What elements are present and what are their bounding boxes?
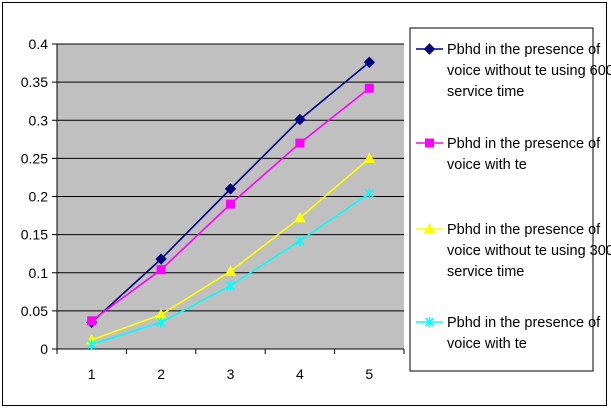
legend-key-marker-4 (424, 317, 435, 327)
y-tick-label: 0.4 (29, 36, 49, 52)
y-tick-label: 0.35 (21, 74, 48, 90)
x-tick-label: 2 (157, 366, 165, 382)
legend-key-marker-1 (423, 43, 436, 55)
legend-label-3: Pbhd in the presence of (447, 222, 601, 238)
series-4-point (87, 339, 97, 350)
legend-label-4: Pbhd in the presence of (447, 315, 601, 331)
y-tick-label: 0.15 (21, 227, 48, 243)
series-4-point (225, 280, 236, 291)
legend-label-1: voice without te using 600s (447, 63, 611, 79)
series-3-point (224, 265, 237, 276)
legend-key-marker-3 (423, 222, 436, 234)
series-3-point (294, 211, 306, 223)
series-2-point (87, 316, 97, 326)
x-tick-label: 1 (88, 366, 96, 382)
series-4-point (156, 317, 166, 328)
series-2-point (226, 199, 235, 209)
legend-key-marker-2 (425, 138, 434, 148)
series-1-point (363, 56, 376, 69)
series-1-point (294, 113, 306, 126)
y-tick-label: 0 (40, 341, 48, 357)
y-tick-label: 0.2 (29, 189, 49, 205)
series-3-point (363, 152, 376, 163)
legend-label-2: voice with te (447, 157, 527, 173)
y-tick-label: 0.25 (21, 150, 48, 166)
x-tick-label: 5 (365, 366, 373, 382)
series-2-point (295, 138, 305, 148)
legend-label-4: voice with te (447, 336, 527, 352)
series-4-point (364, 188, 374, 199)
series-2-point (156, 265, 166, 275)
y-tick-label: 0.05 (21, 303, 48, 319)
series-1-point (224, 183, 237, 195)
x-tick-label: 4 (296, 366, 304, 382)
legend-label-2: Pbhd in the presence of (447, 136, 601, 152)
legend-label-3: voice without te using 300s (447, 243, 611, 259)
legend-label-1: service time (447, 84, 524, 100)
legend-box (409, 27, 594, 372)
y-tick-label: 0.3 (29, 112, 49, 128)
legend-label-1: Pbhd in the presence of (447, 42, 601, 58)
series-4-point (295, 235, 305, 246)
series-1-point (155, 253, 167, 265)
x-tick-label: 3 (227, 366, 235, 382)
legend-label-3: service time (447, 264, 524, 280)
series-2-point (364, 83, 374, 93)
y-tick-label: 0.1 (29, 265, 49, 281)
